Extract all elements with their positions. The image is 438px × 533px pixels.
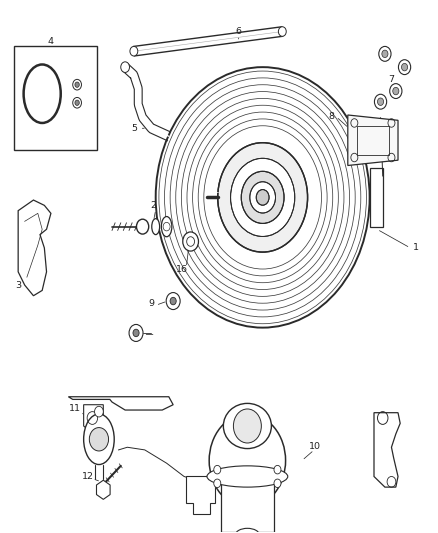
Circle shape: [89, 427, 109, 451]
Polygon shape: [374, 413, 400, 487]
Polygon shape: [96, 480, 110, 499]
Circle shape: [402, 63, 408, 71]
Text: 3: 3: [15, 280, 21, 289]
Text: 13: 13: [385, 416, 398, 425]
Circle shape: [393, 87, 399, 95]
Text: 4: 4: [48, 37, 54, 46]
Text: 12: 12: [82, 472, 94, 481]
Circle shape: [137, 219, 149, 234]
Text: 9: 9: [148, 299, 154, 308]
Polygon shape: [348, 115, 398, 165]
Text: 2: 2: [151, 201, 156, 210]
Circle shape: [95, 406, 103, 417]
Polygon shape: [18, 200, 51, 296]
Circle shape: [256, 190, 269, 205]
Text: 11: 11: [69, 405, 81, 414]
Polygon shape: [68, 397, 173, 410]
Ellipse shape: [84, 414, 114, 465]
Bar: [221, 482, 274, 532]
Circle shape: [233, 409, 261, 443]
Ellipse shape: [152, 219, 159, 235]
Circle shape: [250, 182, 276, 213]
Circle shape: [73, 98, 81, 108]
Circle shape: [129, 325, 143, 342]
Polygon shape: [84, 405, 103, 437]
Ellipse shape: [207, 466, 288, 487]
Circle shape: [274, 479, 281, 488]
Text: 7: 7: [389, 75, 395, 84]
Ellipse shape: [235, 528, 259, 533]
Circle shape: [379, 46, 391, 61]
Circle shape: [121, 62, 130, 72]
Text: 6: 6: [236, 27, 242, 36]
Circle shape: [73, 79, 81, 90]
Circle shape: [382, 50, 388, 58]
Circle shape: [374, 94, 387, 109]
Text: 9: 9: [133, 333, 139, 342]
Circle shape: [130, 46, 138, 56]
Circle shape: [155, 67, 370, 328]
Bar: [14, 46, 97, 150]
Circle shape: [241, 171, 284, 223]
Text: 10: 10: [309, 442, 321, 451]
Circle shape: [378, 98, 384, 106]
Ellipse shape: [223, 403, 272, 449]
Circle shape: [390, 84, 402, 99]
Ellipse shape: [209, 414, 286, 507]
Bar: [357, 126, 389, 155]
Circle shape: [75, 100, 79, 106]
Circle shape: [214, 465, 221, 474]
Circle shape: [274, 465, 281, 474]
Polygon shape: [370, 168, 383, 227]
Circle shape: [214, 479, 221, 488]
Circle shape: [133, 329, 139, 337]
Circle shape: [75, 82, 79, 87]
Text: 16: 16: [176, 265, 188, 273]
Text: 5: 5: [131, 124, 137, 133]
Text: 8: 8: [328, 112, 335, 121]
Ellipse shape: [161, 216, 172, 237]
Circle shape: [230, 158, 295, 237]
Circle shape: [218, 143, 307, 252]
Circle shape: [170, 297, 176, 305]
Text: 1: 1: [413, 244, 418, 253]
Circle shape: [279, 27, 286, 36]
Polygon shape: [186, 477, 215, 514]
Circle shape: [166, 293, 180, 310]
Circle shape: [399, 60, 411, 75]
Circle shape: [183, 232, 198, 251]
